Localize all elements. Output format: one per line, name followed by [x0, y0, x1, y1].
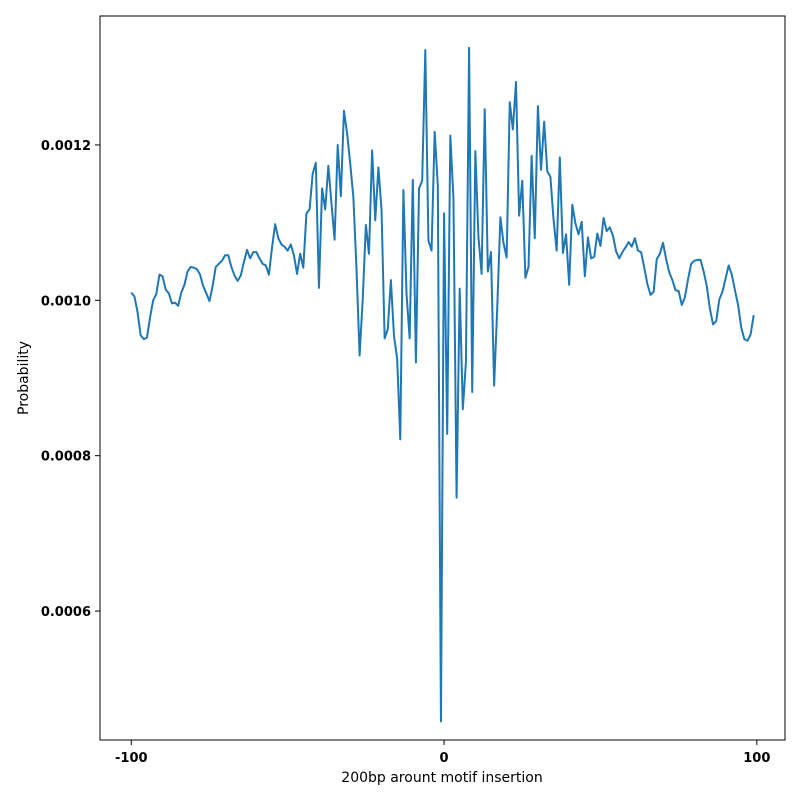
x-axis: -100 0 100 — [115, 740, 770, 766]
x-tick-label: 100 — [743, 751, 770, 766]
y-axis-label: Probability — [16, 341, 32, 415]
y-tick-label: 0.0012 — [41, 139, 91, 154]
x-tick-label: 0 — [440, 751, 449, 766]
y-tick-label: 0.0008 — [41, 450, 91, 465]
x-axis-label: 200bp arount motif insertion — [341, 770, 542, 786]
y-tick-label: 0.0010 — [41, 294, 91, 309]
plot-area — [130, 46, 755, 723]
series-line-0 — [130, 46, 755, 723]
y-axis: 0.0006 0.0008 0.0010 0.0012 — [41, 139, 100, 620]
y-tick-label: 0.0006 — [41, 605, 91, 620]
x-tick-label: -100 — [115, 751, 148, 766]
plot-frame — [99, 15, 786, 741]
